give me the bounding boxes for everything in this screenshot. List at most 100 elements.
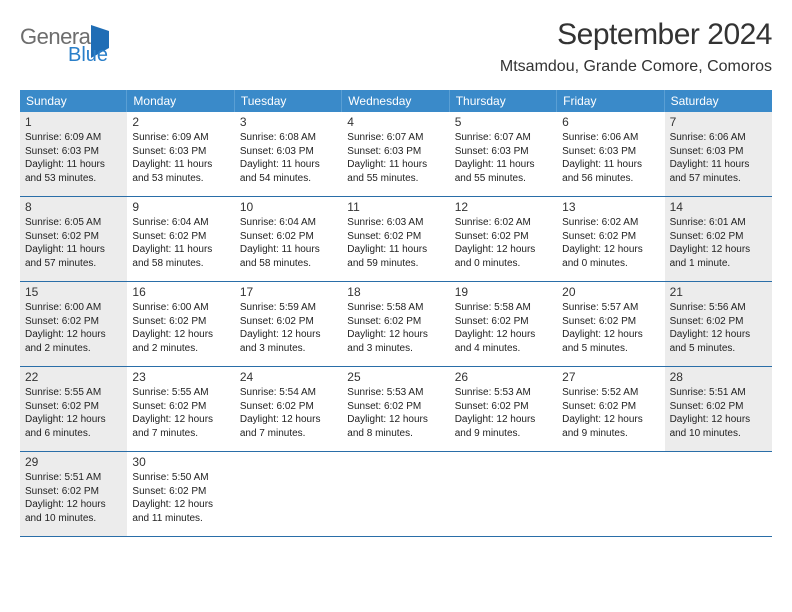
day-info: Sunrise: 6:00 AMSunset: 6:02 PMDaylight:… [25, 301, 122, 355]
sunrise-line: Sunrise: 5:53 AM [455, 386, 552, 400]
dayname-cell: Sunday [20, 90, 127, 112]
sunset-line: Sunset: 6:02 PM [562, 230, 659, 244]
day-info: Sunrise: 5:51 AMSunset: 6:02 PMDaylight:… [25, 471, 122, 525]
sunset-line: Sunset: 6:02 PM [670, 400, 767, 414]
daylight-line1: Daylight: 12 hours [132, 328, 229, 342]
sunset-line: Sunset: 6:02 PM [347, 230, 444, 244]
day-cell: 8Sunrise: 6:05 AMSunset: 6:02 PMDaylight… [20, 197, 127, 281]
day-cell: 11Sunrise: 6:03 AMSunset: 6:02 PMDayligh… [342, 197, 449, 281]
sunrise-line: Sunrise: 5:55 AM [25, 386, 122, 400]
daylight-line1: Daylight: 11 hours [347, 158, 444, 172]
day-cell: 25 Sunrise: 5:53 AMSunset: 6:02 PMDayligh… [342, 367, 449, 451]
day-number: 9 [132, 200, 229, 214]
sunset-line: Sunset: 6:03 PM [670, 145, 767, 159]
week-row: 22Sunrise: 5:55 AMSunset: 6:02 PMDayligh… [20, 367, 772, 452]
daylight-line1: Daylight: 12 hours [562, 328, 659, 342]
daylight-line2: and 4 minutes. [455, 342, 552, 356]
daylight-line2: and 57 minutes. [670, 172, 767, 186]
sunset-line: Sunset: 6:02 PM [562, 315, 659, 329]
daylight-line1: Daylight: 12 hours [670, 243, 767, 257]
daylight-line2: and 5 minutes. [670, 342, 767, 356]
daylight-line1: Daylight: 11 hours [25, 158, 122, 172]
sunrise-line: Sunrise: 5:52 AM [562, 386, 659, 400]
daylight-line2: and 1 minute. [670, 257, 767, 271]
day-cell: 14Sunrise: 6:01 AMSunset: 6:02 PMDayligh… [665, 197, 772, 281]
daylight-line1: Daylight: 12 hours [347, 328, 444, 342]
day-number: 21 [670, 285, 767, 299]
daylight-line1: Daylight: 11 hours [240, 243, 337, 257]
sunset-line: Sunset: 6:02 PM [347, 315, 444, 329]
sunrise-line: Sunrise: 6:02 AM [455, 216, 552, 230]
sunrise-line: Sunrise: 5:54 AM [240, 386, 337, 400]
daylight-line2: and 9 minutes. [562, 427, 659, 441]
daylight-line2: and 10 minutes. [670, 427, 767, 441]
daylight-line2: and 9 minutes. [455, 427, 552, 441]
day-info: Sunrise: 6:06 AMSunset: 6:03 PMDaylight:… [562, 131, 659, 185]
day-number: 20 [562, 285, 659, 299]
sunrise-line: Sunrise: 5:53 AM [347, 386, 444, 400]
day-number: 16 [132, 285, 229, 299]
day-cell [665, 452, 772, 536]
sunset-line: Sunset: 6:03 PM [25, 145, 122, 159]
day-info: Sunrise: 6:09 AMSunset: 6:03 PMDaylight:… [132, 131, 229, 185]
daylight-line1: Daylight: 11 hours [455, 158, 552, 172]
sunset-line: Sunset: 6:03 PM [347, 145, 444, 159]
day-number: 22 [25, 370, 122, 384]
daylight-line1: Daylight: 12 hours [562, 413, 659, 427]
day-number: 25 [347, 370, 444, 384]
day-cell: 17Sunrise: 5:59 AMSunset: 6:02 PMDayligh… [235, 282, 342, 366]
sunrise-line: Sunrise: 5:50 AM [132, 471, 229, 485]
daylight-line2: and 55 minutes. [347, 172, 444, 186]
day-cell [450, 452, 557, 536]
sunrise-line: Sunrise: 6:09 AM [132, 131, 229, 145]
day-info: Sunrise: 6:01 AMSunset: 6:02 PMDaylight:… [670, 216, 767, 270]
day-cell: 27Sunrise: 5:52 AMSunset: 6:02 PMDayligh… [557, 367, 664, 451]
day-cell [342, 452, 449, 536]
day-cell: 7Sunrise: 6:06 AMSunset: 6:03 PMDaylight… [665, 112, 772, 196]
sunset-line: Sunset: 6:02 PM [670, 230, 767, 244]
day-info: Sunrise: 5:58 AMSunset: 6:02 PMDaylight:… [455, 301, 552, 355]
day-info: Sunrise: 6:02 AMSunset: 6:02 PMDaylight:… [562, 216, 659, 270]
calendar-page: General Blue September 2024 Mtsamdou, Gr… [0, 0, 792, 555]
day-number: 13 [562, 200, 659, 214]
dayname-row: SundayMondayTuesdayWednesdayThursdayFrid… [20, 90, 772, 112]
logo-text: General Blue [20, 24, 109, 67]
day-cell: 15Sunrise: 6:00 AMSunset: 6:02 PMDayligh… [20, 282, 127, 366]
calendar: SundayMondayTuesdayWednesdayThursdayFrid… [20, 90, 772, 537]
daylight-line2: and 57 minutes. [25, 257, 122, 271]
sunset-line: Sunset: 6:02 PM [132, 485, 229, 499]
daylight-line1: Daylight: 12 hours [347, 413, 444, 427]
day-cell: 21Sunrise: 5:56 AMSunset: 6:02 PMDayligh… [665, 282, 772, 366]
day-info: Sunrise: 5:53 AMSunset: 6:02 PMDaylight:… [455, 386, 552, 440]
day-number: 5 [455, 115, 552, 129]
day-info: Sunrise: 5:52 AMSunset: 6:02 PMDaylight:… [562, 386, 659, 440]
sunset-line: Sunset: 6:02 PM [240, 230, 337, 244]
dayname-cell: Wednesday [342, 90, 449, 112]
daylight-line1: Daylight: 12 hours [25, 498, 122, 512]
day-number: 29 [25, 455, 122, 469]
week-row: 8Sunrise: 6:05 AMSunset: 6:02 PMDaylight… [20, 197, 772, 282]
week-row: 15Sunrise: 6:00 AMSunset: 6:02 PMDayligh… [20, 282, 772, 367]
day-info: Sunrise: 5:53 AMSunset: 6:02 PMDaylight:… [347, 386, 444, 440]
sunset-line: Sunset: 6:02 PM [455, 230, 552, 244]
day-number: 17 [240, 285, 337, 299]
day-cell: 2Sunrise: 6:09 AMSunset: 6:03 PMDaylight… [127, 112, 234, 196]
daylight-line1: Daylight: 11 hours [347, 243, 444, 257]
day-info: Sunrise: 6:05 AMSunset: 6:02 PMDaylight:… [25, 216, 122, 270]
sunrise-line: Sunrise: 6:09 AM [25, 131, 122, 145]
day-number: 26 [455, 370, 552, 384]
sunset-line: Sunset: 6:02 PM [670, 315, 767, 329]
day-info: Sunrise: 5:55 AMSunset: 6:02 PMDaylight:… [132, 386, 229, 440]
dayname-cell: Monday [127, 90, 234, 112]
daylight-line2: and 7 minutes. [132, 427, 229, 441]
week-row: 1Sunrise: 6:09 AMSunset: 6:03 PMDaylight… [20, 112, 772, 197]
sunrise-line: Sunrise: 5:56 AM [670, 301, 767, 315]
day-cell: 19Sunrise: 5:58 AMSunset: 6:02 PMDayligh… [450, 282, 557, 366]
sunrise-line: Sunrise: 5:57 AM [562, 301, 659, 315]
dayname-cell: Thursday [450, 90, 557, 112]
day-number: 12 [455, 200, 552, 214]
daylight-line1: Daylight: 11 hours [132, 243, 229, 257]
daylight-line1: Daylight: 12 hours [455, 243, 552, 257]
daylight-line1: Daylight: 11 hours [132, 158, 229, 172]
daylight-line1: Daylight: 12 hours [132, 413, 229, 427]
